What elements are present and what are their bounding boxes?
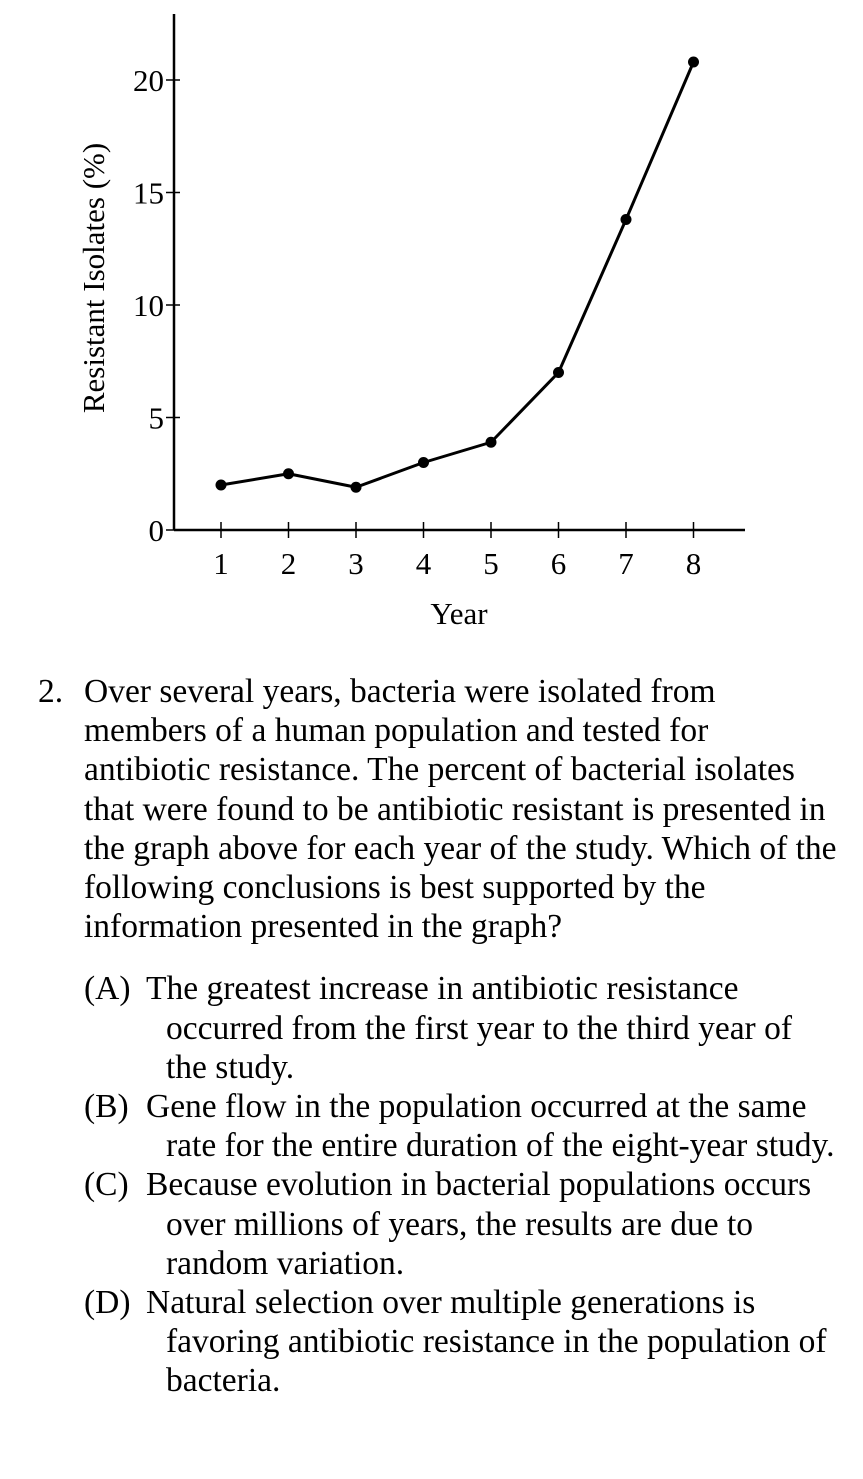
data-point-year-6: [553, 367, 564, 378]
data-point-year-4: [418, 457, 429, 468]
y-tick-label-5: 5: [149, 401, 165, 436]
answer-options: (A) The greatest increase in antibiotic …: [84, 969, 838, 1400]
y-tick-label-20: 20: [133, 63, 164, 98]
option-d-letter: (D): [84, 1284, 131, 1322]
x-tick-label-7: 7: [618, 546, 634, 581]
chart-ticks: 0 5 10 15 20 1 2 3 4 5 6 7 8: [133, 63, 701, 581]
chart-axes: [172, 14, 745, 532]
x-tick-label-2: 2: [281, 546, 297, 581]
y-tick-label-0: 0: [149, 513, 165, 548]
x-tick-label-6: 6: [551, 546, 567, 581]
x-tick-label-1: 1: [213, 546, 229, 581]
series-line: [220, 61, 695, 489]
option-b[interactable]: (B) Gene flow in the population occurred…: [84, 1087, 838, 1165]
option-d-text: Natural selection over multiple generati…: [146, 1284, 827, 1400]
data-point-year-5: [485, 436, 497, 448]
question-stem: 2. Over several years, bacteria were iso…: [38, 672, 838, 946]
data-point-year-1: [215, 479, 227, 491]
y-axis-label: Resistant Isolates (%): [76, 143, 111, 413]
option-c-text: Because evolution in bacterial populatio…: [146, 1166, 812, 1282]
option-b-text: Gene flow in the population occurred at …: [146, 1088, 835, 1165]
option-b-letter: (B): [84, 1088, 129, 1126]
option-a-text: The greatest increase in antibiotic resi…: [146, 970, 792, 1086]
option-c[interactable]: (C) Because evolution in bacterial popul…: [84, 1165, 838, 1283]
data-point-year-2: [283, 468, 294, 480]
x-tick-label-3: 3: [348, 546, 364, 581]
y-tick-label-15: 15: [133, 176, 164, 211]
x-tick-label-8: 8: [686, 546, 702, 581]
chart-series: [215, 56, 699, 493]
x-tick-label-5: 5: [483, 546, 499, 581]
y-tick-label-10: 10: [133, 288, 164, 323]
question-block: 2. Over several years, bacteria were iso…: [38, 672, 838, 1401]
option-d[interactable]: (D) Natural selection over multiple gene…: [84, 1283, 838, 1401]
question-text: Over several years, bacteria were isolat…: [84, 673, 837, 946]
x-tick-label-4: 4: [416, 546, 432, 581]
data-point-year-7: [620, 214, 632, 225]
option-a[interactable]: (A) The greatest increase in antibiotic …: [84, 969, 838, 1087]
option-c-letter: (C): [84, 1166, 129, 1204]
data-point-year-3: [350, 481, 362, 493]
option-a-letter: (A): [84, 970, 131, 1008]
question-number: 2.: [38, 673, 64, 710]
data-point-year-8: [688, 56, 699, 68]
x-axis-label: Year: [430, 596, 488, 631]
